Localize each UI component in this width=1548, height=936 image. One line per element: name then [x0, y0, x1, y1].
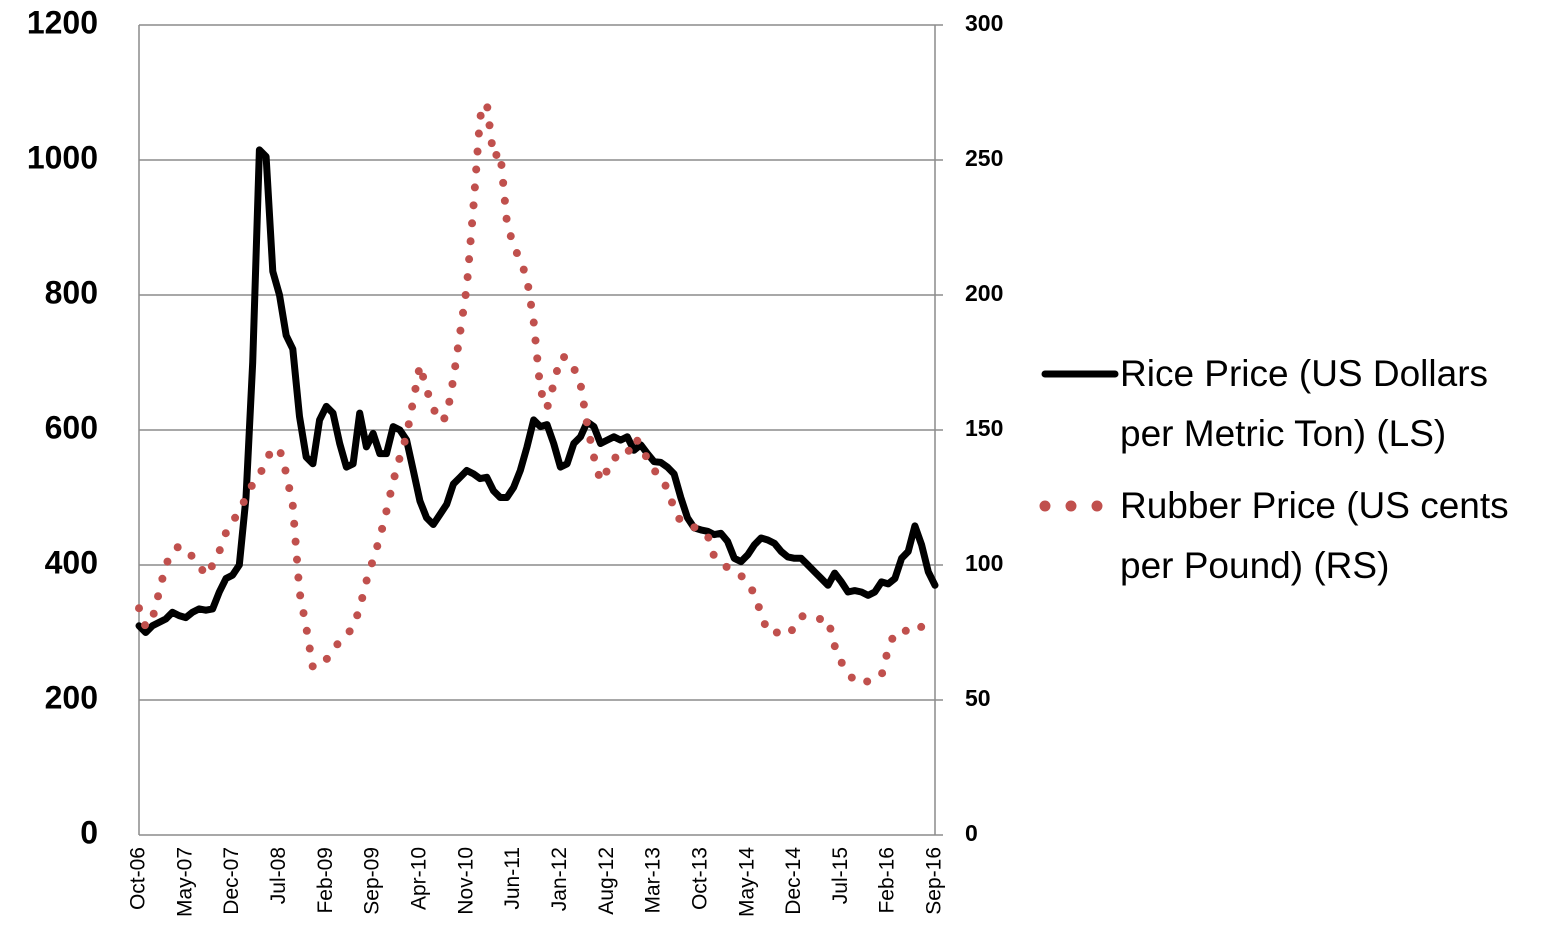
x-tick-label: Jul-15 [829, 847, 852, 904]
y-tick-label: 200 [45, 679, 98, 715]
x-tick-label: Oct-06 [127, 847, 150, 910]
y2-tick-label: 250 [965, 145, 1003, 171]
y2-tick-label: 0 [965, 820, 978, 846]
legend-label: Rubber Price (US cents per Pound) (RS) [1120, 485, 1509, 586]
x-tick-label: Feb-16 [876, 847, 899, 914]
x-tick-label: Mar-13 [642, 847, 665, 914]
x-tick-label: Dec-14 [782, 847, 805, 915]
y2-tick-label: 150 [965, 415, 1003, 441]
x-tick-label: Jul-08 [267, 847, 290, 904]
y-tick-label: 800 [45, 274, 98, 310]
y2-tick-label: 300 [965, 10, 1003, 36]
x-tick-label: Sep-09 [361, 847, 384, 915]
x-tick-label: May-14 [735, 847, 758, 917]
series-line [135, 146, 939, 636]
x-tick-label: Nov-10 [454, 847, 477, 915]
x-tick-label: Sep-16 [923, 847, 946, 915]
x-tick-label: Dec-07 [220, 847, 243, 915]
series-line [135, 99, 939, 688]
x-tick-label: Feb-09 [314, 847, 337, 914]
y-tick-label: 600 [45, 409, 98, 445]
y-tick-label: 1200 [27, 4, 98, 40]
x-tick-label: Oct-13 [688, 847, 711, 910]
y2-tick-label: 200 [965, 280, 1003, 306]
legend-label: Rice Price (US Dollars per Metric Ton) (… [1120, 353, 1489, 454]
y-tick-label: 0 [80, 814, 98, 850]
y2-tick-label: 100 [965, 550, 1003, 576]
y-tick-label: 1000 [27, 139, 98, 175]
y-tick-label: 400 [45, 544, 98, 580]
x-tick-label: Jun-11 [501, 847, 524, 910]
x-tick-label: Apr-10 [407, 847, 430, 910]
x-tick-label: Aug-12 [595, 847, 618, 915]
x-tick-label: May-07 [173, 847, 196, 917]
x-tick-label: Jan-12 [548, 847, 571, 911]
y2-tick-label: 50 [965, 685, 991, 711]
